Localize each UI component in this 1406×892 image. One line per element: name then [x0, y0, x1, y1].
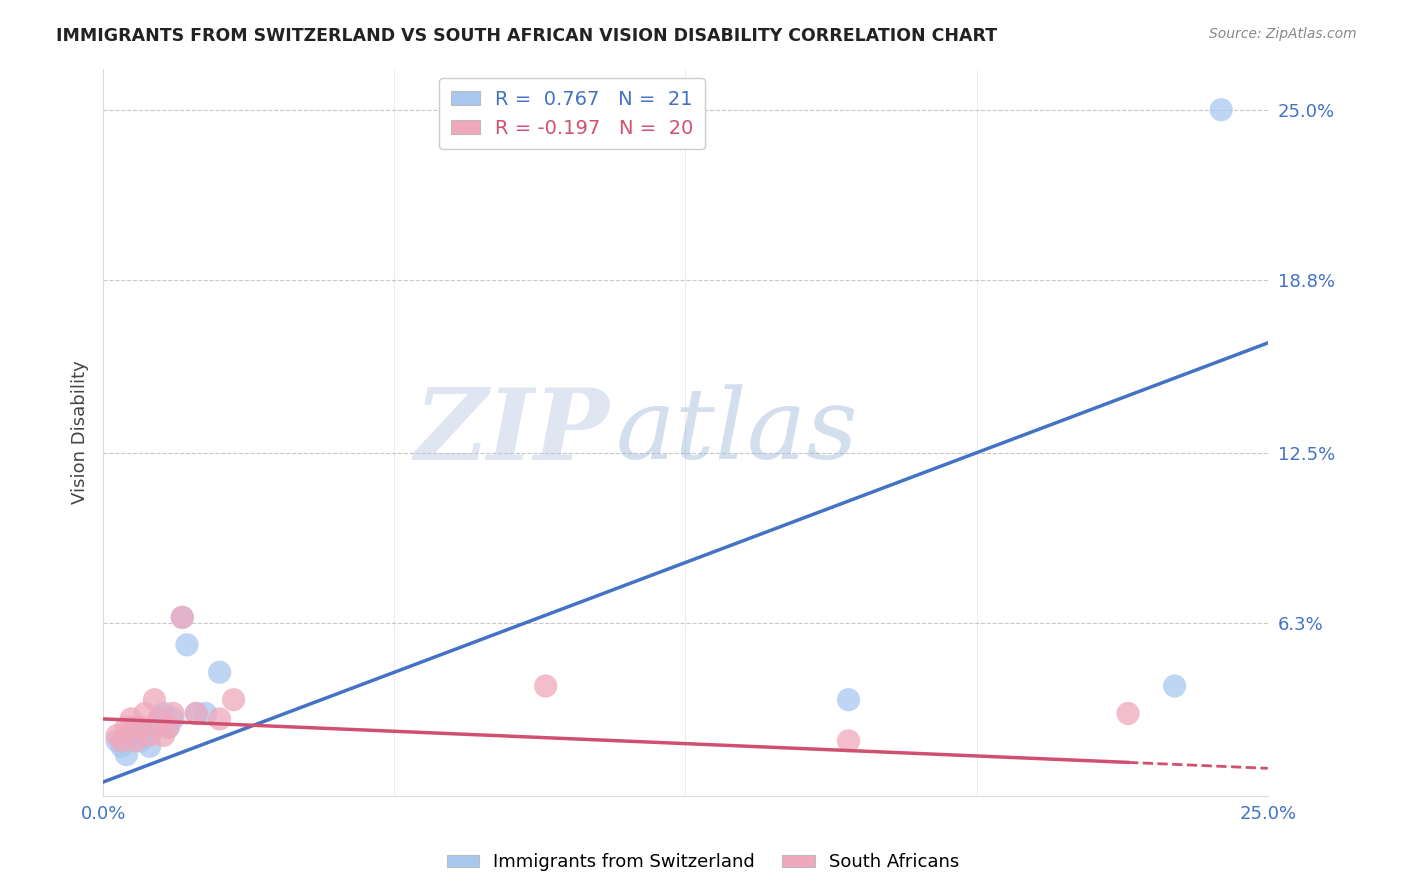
Point	[138, 728, 160, 742]
Y-axis label: Vision Disability: Vision Disability	[72, 360, 89, 504]
Point	[208, 665, 231, 680]
Point	[837, 692, 859, 706]
Text: ZIP: ZIP	[415, 384, 610, 481]
Point	[105, 734, 128, 748]
Point	[111, 739, 134, 754]
Point	[134, 706, 156, 721]
Point	[837, 734, 859, 748]
Point	[129, 734, 152, 748]
Point	[115, 747, 138, 762]
Point	[186, 706, 208, 721]
Point	[120, 712, 142, 726]
Point	[125, 720, 148, 734]
Point	[138, 739, 160, 754]
Point	[120, 728, 142, 742]
Point	[134, 728, 156, 742]
Point	[148, 712, 170, 726]
Text: IMMIGRANTS FROM SWITZERLAND VS SOUTH AFRICAN VISION DISABILITY CORRELATION CHART: IMMIGRANTS FROM SWITZERLAND VS SOUTH AFR…	[56, 27, 997, 45]
Point	[186, 706, 208, 721]
Point	[152, 706, 174, 721]
Legend: Immigrants from Switzerland, South Africans: Immigrants from Switzerland, South Afric…	[439, 847, 967, 879]
Point	[176, 638, 198, 652]
Legend: R =  0.767   N =  21, R = -0.197   N =  20: R = 0.767 N = 21, R = -0.197 N = 20	[439, 78, 706, 149]
Point	[152, 728, 174, 742]
Point	[162, 712, 184, 726]
Point	[222, 692, 245, 706]
Point	[162, 706, 184, 721]
Point	[115, 720, 138, 734]
Point	[111, 734, 134, 748]
Point	[1211, 103, 1233, 117]
Text: atlas: atlas	[616, 384, 858, 480]
Point	[157, 720, 180, 734]
Point	[194, 706, 217, 721]
Point	[1116, 706, 1139, 721]
Point	[105, 728, 128, 742]
Point	[143, 692, 166, 706]
Point	[125, 734, 148, 748]
Point	[1163, 679, 1185, 693]
Point	[208, 712, 231, 726]
Point	[143, 720, 166, 734]
Point	[148, 712, 170, 726]
Point	[172, 610, 194, 624]
Point	[534, 679, 557, 693]
Point	[129, 720, 152, 734]
Text: Source: ZipAtlas.com: Source: ZipAtlas.com	[1209, 27, 1357, 41]
Point	[172, 610, 194, 624]
Point	[157, 720, 180, 734]
